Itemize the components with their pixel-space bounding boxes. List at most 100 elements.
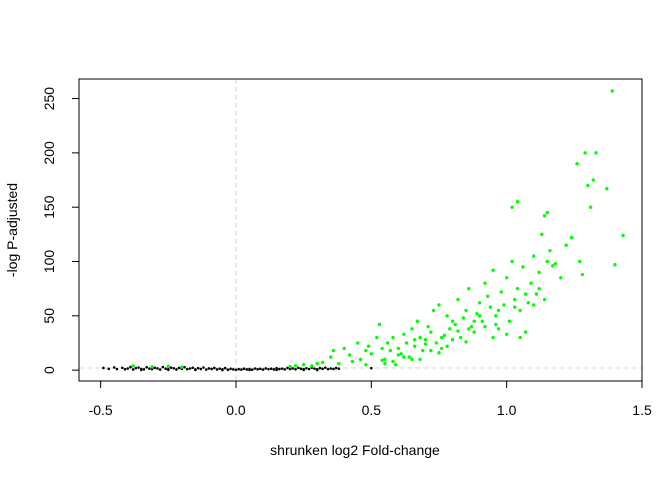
- nonsignificant-point: [283, 368, 287, 371]
- nonsignificant-point: [302, 368, 305, 372]
- significant-point: [412, 338, 417, 342]
- significant-point: [523, 330, 528, 334]
- significant-point: [450, 338, 455, 342]
- nonsignificant-point: [161, 365, 165, 369]
- nonsignificant-point: [267, 367, 270, 371]
- significant-point: [380, 358, 384, 363]
- significant-point: [513, 305, 517, 309]
- significant-point: [407, 355, 411, 359]
- significant-point: [491, 268, 495, 272]
- nonsignificant-point: [215, 368, 219, 371]
- significant-point: [521, 265, 525, 269]
- significant-point: [591, 178, 595, 182]
- nonsignificant-point: [318, 366, 322, 370]
- significant-point: [342, 346, 346, 351]
- significant-point: [494, 322, 498, 327]
- x-axis-title: shrunken log2 Fold-change: [270, 442, 440, 458]
- significant-point: [358, 357, 363, 361]
- significant-point: [453, 322, 457, 327]
- significant-point: [580, 272, 585, 277]
- nonsignificant-point: [121, 366, 124, 370]
- significant-point: [621, 233, 625, 238]
- x-tick-label: 0.0: [226, 402, 246, 418]
- significant-point: [483, 324, 487, 329]
- significant-point: [486, 294, 490, 298]
- significant-point: [532, 254, 536, 258]
- nonsignificant-point: [231, 368, 235, 371]
- significant-point: [410, 327, 414, 331]
- nonsignificant-point: [307, 367, 311, 371]
- significant-point: [480, 319, 484, 323]
- significant-point: [477, 301, 482, 305]
- significant-point: [315, 361, 319, 366]
- significant-point: [518, 335, 522, 340]
- y-tick-label: 200: [41, 141, 57, 165]
- nonsignificant-point: [275, 368, 278, 372]
- significant-point: [523, 292, 528, 296]
- significant-point: [423, 342, 428, 346]
- significant-point: [537, 286, 541, 291]
- significant-point: [507, 319, 512, 323]
- nonsignificant-point: [321, 367, 324, 371]
- nonsignificant-point: [313, 367, 316, 370]
- significant-point: [467, 286, 471, 291]
- nonsignificant-point: [248, 368, 251, 372]
- significant-point: [475, 311, 479, 316]
- x-tick-label: 1.5: [632, 402, 652, 418]
- significant-point: [402, 332, 406, 336]
- nonsignificant-point: [237, 367, 240, 371]
- nonsignificant-point: [196, 366, 200, 370]
- nonsignificant-point: [191, 366, 194, 370]
- significant-point: [131, 364, 135, 368]
- nonsignificant-point: [185, 367, 189, 371]
- significant-point: [440, 335, 444, 340]
- nonsignificant-point: [167, 368, 170, 372]
- x-tick-label: 0.5: [362, 402, 382, 418]
- significant-point: [569, 235, 574, 240]
- nonsignificant-point: [229, 367, 232, 371]
- significant-point: [545, 259, 549, 264]
- nonsignificant-point: [269, 367, 273, 371]
- significant-point: [426, 324, 430, 329]
- nonsignificant-point: [259, 367, 262, 371]
- nonsignificant-point: [202, 366, 205, 369]
- nonsignificant-point: [280, 367, 284, 370]
- significant-point: [583, 151, 587, 155]
- nonsignificant-point: [250, 368, 254, 372]
- nonsignificant-point: [213, 366, 216, 370]
- significant-point: [150, 365, 154, 369]
- significant-point: [356, 341, 360, 345]
- x-tick-label: -0.5: [89, 402, 113, 418]
- significant-point: [513, 297, 517, 302]
- significant-point: [393, 363, 398, 367]
- significant-point: [180, 365, 184, 369]
- significant-point: [502, 303, 506, 307]
- significant-point: [288, 364, 292, 369]
- nonsignificant-point: [102, 366, 105, 370]
- significant-point: [364, 363, 368, 367]
- significant-point: [369, 352, 374, 356]
- nonsignificant-point: [261, 368, 265, 371]
- y-tick-label: 100: [41, 250, 57, 274]
- nonsignificant-point: [107, 367, 111, 371]
- nonsignificant-point: [177, 366, 181, 370]
- significant-point: [364, 348, 368, 353]
- y-tick-label: 250: [41, 87, 57, 111]
- nonsignificant-point: [288, 367, 292, 371]
- significant-point: [437, 351, 441, 355]
- significant-point: [380, 346, 384, 351]
- significant-point: [613, 263, 617, 267]
- nonsignificant-point: [172, 366, 176, 370]
- significant-point: [434, 341, 438, 345]
- nonsignificant-point: [218, 367, 222, 370]
- significant-point: [418, 357, 422, 361]
- significant-point: [494, 314, 498, 318]
- y-axis-title: -log P-adjusted: [4, 183, 20, 277]
- nonsignificant-point: [286, 366, 289, 370]
- significant-point: [450, 319, 455, 323]
- significant-point: [350, 359, 355, 364]
- significant-point: [388, 348, 392, 353]
- significant-point: [564, 243, 568, 247]
- y-tick-label: 0: [41, 366, 57, 374]
